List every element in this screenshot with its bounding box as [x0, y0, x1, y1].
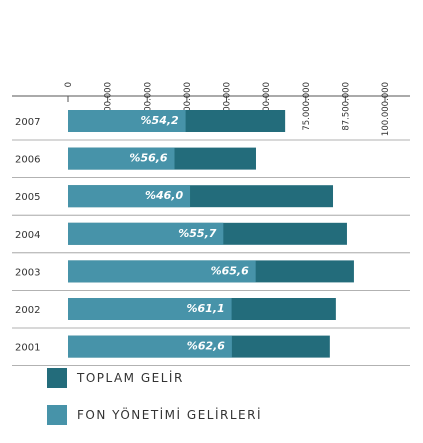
x-tick-label: 25.000.000: [143, 82, 153, 131]
x-tick-label: 37.500.000: [183, 82, 193, 131]
bar: [68, 110, 186, 132]
y-tick-label: 2006: [15, 155, 40, 166]
x-tick-label: 12.500.000: [104, 82, 114, 131]
share-label: %46,0: [145, 189, 184, 202]
bar: [68, 298, 232, 320]
x-tick-label: 100.000.000: [381, 82, 391, 136]
y-tick-label: 2005: [15, 192, 40, 203]
y-tick-label: 2002: [15, 305, 40, 316]
x-tick-label: 50.000.000: [223, 82, 233, 131]
x-tick-label: 0: [64, 82, 74, 87]
share-label: %65,6: [211, 264, 250, 277]
y-tick-label: 2001: [15, 343, 40, 354]
bar: [68, 222, 224, 245]
share-label: %55,7: [178, 227, 217, 240]
share-label: %56,6: [129, 152, 168, 165]
legend-swatch: [47, 368, 67, 388]
bar: [68, 185, 191, 208]
bar: [68, 147, 175, 170]
share-label: %54,2: [141, 114, 180, 127]
share-label: %61,1: [186, 302, 224, 315]
y-tick-label: 2003: [15, 267, 40, 278]
bar: [68, 260, 256, 283]
x-tick-label: 87.500.000: [341, 82, 351, 131]
legend-label: TOPLAM GELİR: [76, 370, 184, 385]
bar: [68, 335, 232, 358]
y-tick-label: 2004: [15, 230, 40, 241]
share-label: %62,6: [187, 340, 226, 353]
x-tick-label: 62.500.000: [262, 82, 272, 131]
x-tick-label: 75.000.000: [302, 82, 312, 131]
legend-swatch: [47, 405, 67, 425]
legend-label: FON YÖNETİMİ GELİRLERİ: [77, 406, 262, 422]
y-tick-label: 2007: [15, 117, 40, 128]
